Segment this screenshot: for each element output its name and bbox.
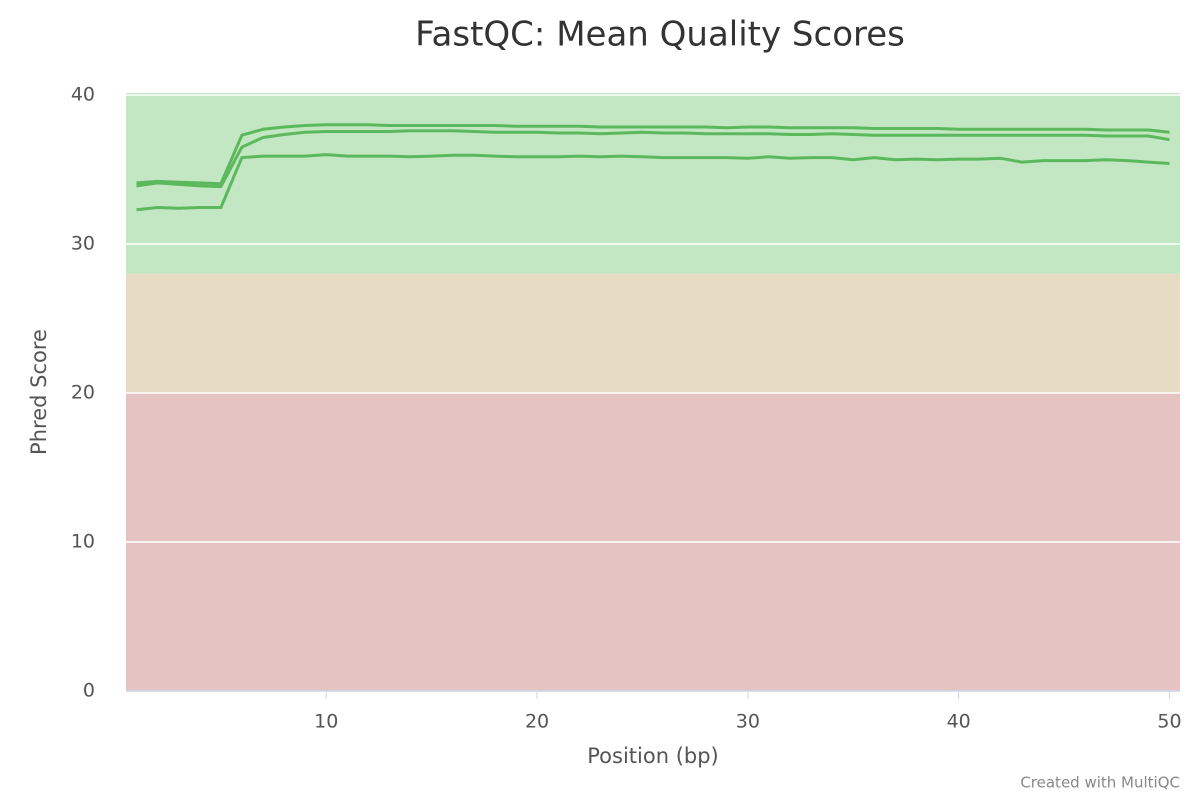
- plot-band: [126, 273, 1180, 393]
- series-line: [136, 129, 1170, 189]
- credit: Created with MultiQC: [1020, 774, 1180, 792]
- y-tick-label: 0: [83, 680, 95, 702]
- chart-title: FastQC: Mean Quality Scores: [415, 15, 905, 55]
- x-tick-label: 10: [314, 711, 338, 733]
- series-line: [136, 123, 1170, 186]
- plot-band: [126, 93, 1180, 274]
- x-axis-title: Position (bp): [587, 744, 719, 768]
- x-tick-label: 30: [736, 711, 760, 733]
- y-tick-label: 30: [71, 233, 95, 255]
- series-line: [136, 153, 1170, 212]
- y-tick-label: 10: [71, 531, 95, 553]
- y-tick-label: 20: [71, 382, 95, 404]
- x-tick-label: 20: [525, 711, 549, 733]
- y-axis-title: Phred Score: [27, 329, 51, 455]
- y-tick-label: 40: [71, 84, 95, 106]
- x-tick-label: 50: [1157, 711, 1181, 733]
- x-tick-label: 40: [947, 711, 971, 733]
